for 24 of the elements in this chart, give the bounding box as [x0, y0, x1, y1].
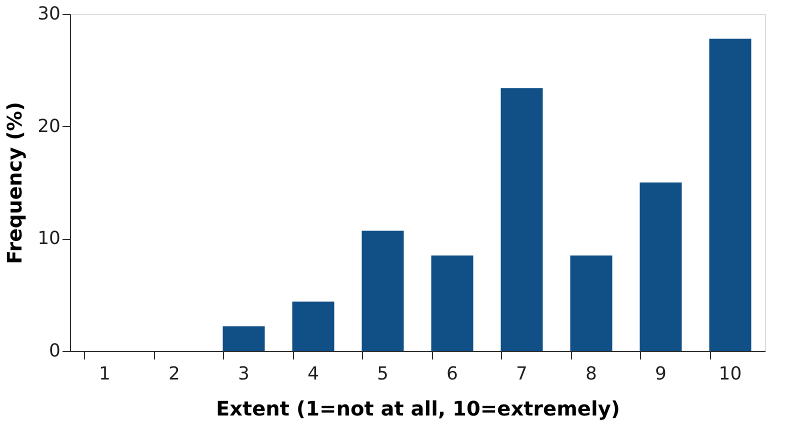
x-tick-label: 10: [718, 364, 742, 384]
x-tick-label: 4: [308, 364, 319, 384]
bar: [709, 38, 752, 351]
bar: [500, 88, 543, 351]
bar: [570, 256, 612, 351]
bar: [292, 302, 334, 351]
x-tick-label: 1: [99, 364, 110, 384]
x-tick-label: 9: [655, 364, 666, 384]
y-tick-label: 0: [49, 340, 60, 362]
y-tick-label: 30: [38, 4, 60, 24]
x-tick-label: 6: [446, 364, 458, 384]
x-tick-label: 7: [516, 364, 528, 384]
bar: [222, 326, 265, 351]
bar: [640, 182, 682, 351]
y-tick-label: 10: [38, 228, 60, 250]
bar: [362, 230, 404, 351]
x-tick-label: 2: [168, 364, 180, 384]
y-axis-title: Frequency (%): [2, 102, 27, 264]
x-tick-label: 8: [586, 364, 597, 384]
x-axis-title: Extent (1=not at all, 10=extremely): [216, 396, 620, 420]
y-tick-label: 20: [38, 116, 60, 137]
bar: [431, 256, 474, 351]
x-tick-label: 5: [377, 364, 388, 384]
x-tick-label: 3: [238, 364, 250, 384]
